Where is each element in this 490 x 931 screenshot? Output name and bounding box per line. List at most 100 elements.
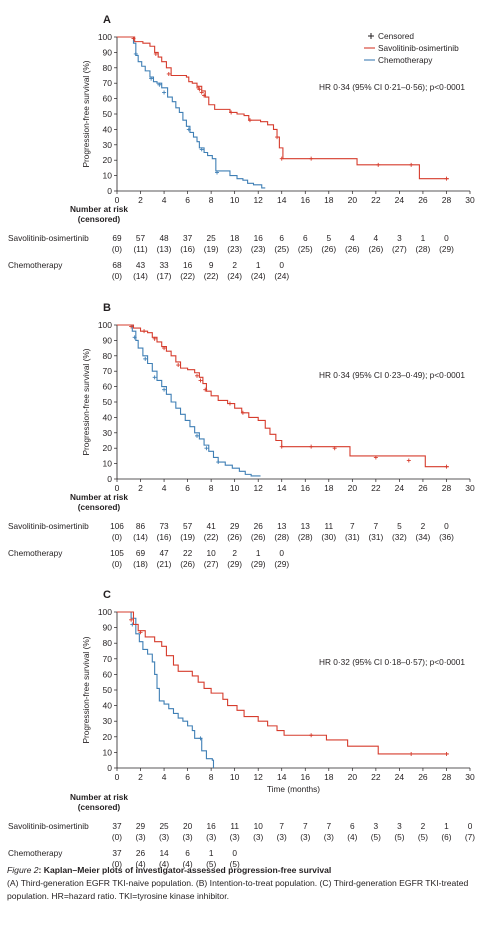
risk-count-chemotherapy: 69 [136, 548, 146, 558]
y-tick-label: 40 [103, 124, 113, 134]
x-tick-label: 10 [230, 195, 240, 205]
savolitinib-curve [117, 611, 449, 755]
risk-count-chemotherapy: 10 [207, 548, 217, 558]
risk-row-label-chemotherapy: Chemotherapy [8, 260, 63, 270]
savolitinib-censor-mark [309, 733, 314, 738]
y-tick-label: 40 [103, 412, 113, 422]
risk-censored-savolitinib: (3) [253, 832, 263, 842]
hr-annotation: HR 0·34 (95% CI 0·23–0·49); p<0·0001 [319, 370, 465, 380]
x-tick-label: 30 [465, 772, 475, 782]
y-tick-label: 50 [103, 109, 113, 119]
caption-title: : Kaplan–Meier plots of investigator-ass… [38, 865, 332, 875]
x-tick-label: 18 [324, 772, 334, 782]
risk-censored-savolitinib: (3) [324, 832, 334, 842]
legend-savolitinib-label: Savolitinib-osimertinib [378, 43, 459, 53]
risk-count-savolitinib: 86 [136, 521, 146, 531]
x-tick-label: 18 [324, 483, 334, 493]
y-tick-label: 60 [103, 94, 113, 104]
risk-censored-savolitinib: (0) [112, 532, 122, 542]
savolitinib-censor-mark [332, 446, 337, 451]
savolitinib-censor-mark [162, 346, 167, 351]
y-tick-label: 10 [103, 747, 113, 757]
risk-censored-savolitinib: (28) [274, 532, 289, 542]
risk-count-savolitinib: 106 [110, 521, 124, 531]
x-tick-label: 24 [395, 195, 405, 205]
risk-count-savolitinib: 18 [230, 233, 240, 243]
chemotherapy-censor-mark [195, 433, 200, 438]
risk-censored-chemotherapy: (0) [112, 559, 122, 569]
x-tick-label: 6 [185, 483, 190, 493]
x-tick-label: 2 [138, 483, 143, 493]
risk-count-savolitinib: 6 [303, 233, 308, 243]
x-tick-label: 0 [115, 195, 120, 205]
risk-censored-chemotherapy: (24) [227, 271, 242, 281]
savolitinib-censor-mark [279, 444, 284, 449]
x-tick-label: 30 [465, 195, 475, 205]
risk-count-savolitinib: 7 [326, 821, 331, 831]
savolitinib-censor-mark [309, 444, 314, 449]
risk-count-savolitinib: 37 [183, 233, 193, 243]
savolitinib-censor-mark [138, 630, 143, 635]
x-tick-label: 8 [209, 483, 214, 493]
savolitinib-censor-mark [142, 329, 147, 334]
x-tick-label: 12 [253, 195, 263, 205]
risk-censored-chemotherapy: (29) [274, 559, 289, 569]
y-tick-label: 10 [103, 459, 113, 469]
risk-censored-savolitinib: (27) [392, 244, 407, 254]
savolitinib-censor-mark [229, 110, 234, 115]
x-tick-label: 10 [230, 483, 240, 493]
risk-count-chemotherapy: 1 [256, 260, 261, 270]
y-tick-label: 70 [103, 78, 113, 88]
risk-row-label-chemotherapy: Chemotherapy [8, 848, 63, 858]
x-tick-label: 2 [138, 195, 143, 205]
legend-chemotherapy-label: Chemotherapy [378, 55, 433, 65]
savolitinib-censor-mark [279, 156, 284, 161]
y-tick-label: 50 [103, 397, 113, 407]
y-tick-label: 80 [103, 351, 113, 361]
risk-count-savolitinib: 6 [350, 821, 355, 831]
chemotherapy-censor-mark [186, 127, 191, 132]
risk-count-savolitinib: 29 [136, 821, 146, 831]
risk-censored-chemotherapy: (21) [157, 559, 172, 569]
risk-censored-savolitinib: (4) [347, 832, 357, 842]
risk-censored-savolitinib: (28) [416, 244, 431, 254]
risk-censored-savolitinib: (26) [321, 244, 336, 254]
risk-count-chemotherapy: 2 [232, 260, 237, 270]
risk-count-savolitinib: 5 [326, 233, 331, 243]
risk-count-chemotherapy: 43 [136, 260, 146, 270]
risk-count-savolitinib: 25 [159, 821, 169, 831]
x-tick-label: 8 [209, 195, 214, 205]
risk-count-savolitinib: 3 [397, 233, 402, 243]
savolitinib-censor-mark [131, 36, 136, 41]
y-tick-label: 20 [103, 732, 113, 742]
x-tick-label: 26 [418, 195, 428, 205]
risk-censored-chemotherapy: (24) [251, 271, 266, 281]
risk-count-chemotherapy: 0 [279, 548, 284, 558]
risk-count-savolitinib: 11 [324, 521, 333, 531]
savolitinib-censor-mark [153, 51, 158, 56]
savolitinib-censor-mark [227, 401, 232, 406]
x-tick-label: 14 [277, 483, 287, 493]
risk-censored-savolitinib: (26) [345, 244, 360, 254]
risk-count-savolitinib: 0 [444, 521, 449, 531]
risk-censored-chemotherapy: (18) [133, 559, 148, 569]
figure-caption: Figure 2: Kaplan–Meier plots of investig… [7, 864, 483, 903]
x-tick-label: 16 [301, 772, 311, 782]
risk-censored-savolitinib: (16) [157, 532, 172, 542]
y-tick-label: 30 [103, 140, 113, 150]
panel-label: A [103, 14, 111, 26]
risk-censored-chemotherapy: (27) [204, 559, 219, 569]
risk-count-savolitinib: 3 [397, 821, 402, 831]
y-tick-label: 30 [103, 716, 113, 726]
y-tick-label: 60 [103, 382, 113, 392]
savolitinib-censor-mark [376, 162, 381, 167]
risk-count-savolitinib: 41 [207, 521, 217, 531]
risk-count-savolitinib: 4 [374, 233, 379, 243]
x-tick-label: 16 [301, 483, 311, 493]
risk-count-chemotherapy: 22 [183, 548, 193, 558]
y-tick-label: 20 [103, 443, 113, 453]
x-tick-label: 4 [162, 195, 167, 205]
chemotherapy-censor-mark [162, 387, 167, 392]
risk-count-chemotherapy: 37 [112, 848, 122, 858]
y-axis-label: Progression-free survival (%) [81, 348, 91, 455]
